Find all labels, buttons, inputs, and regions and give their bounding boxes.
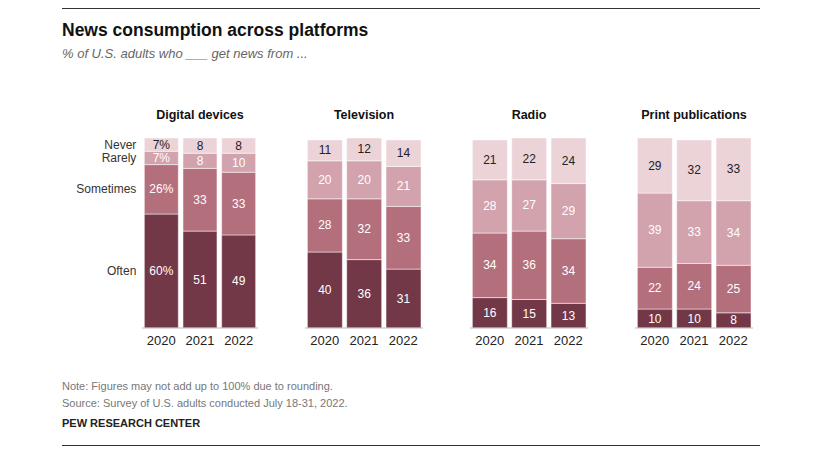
svg-text:36: 36 bbox=[358, 287, 372, 301]
svg-text:33: 33 bbox=[193, 193, 207, 207]
svg-text:7%: 7% bbox=[153, 151, 171, 165]
svg-text:34: 34 bbox=[562, 264, 576, 278]
svg-text:51: 51 bbox=[193, 273, 207, 287]
svg-text:21: 21 bbox=[397, 179, 411, 193]
html-text:News consumption across platfo: News consumption across platforms bbox=[62, 20, 369, 40]
svg-text:12: 12 bbox=[358, 142, 372, 156]
svg-text:20: 20 bbox=[358, 173, 372, 187]
html-text:PEW RESEARCH CENTER: PEW RESEARCH CENTER bbox=[62, 417, 201, 429]
svg-text:2021: 2021 bbox=[350, 333, 379, 348]
svg-text:2022: 2022 bbox=[554, 333, 583, 348]
svg-text:36: 36 bbox=[523, 258, 537, 272]
svg-text:8: 8 bbox=[197, 139, 204, 153]
svg-text:29: 29 bbox=[562, 204, 576, 218]
svg-text:13: 13 bbox=[562, 309, 576, 323]
svg-text:39: 39 bbox=[648, 223, 662, 237]
svg-text:2022: 2022 bbox=[719, 333, 748, 348]
svg-text:33: 33 bbox=[397, 231, 411, 245]
svg-text:32: 32 bbox=[358, 222, 372, 236]
svg-text:16: 16 bbox=[483, 306, 497, 320]
svg-text:24: 24 bbox=[562, 154, 576, 168]
svg-text:7%: 7% bbox=[153, 138, 171, 152]
svg-text:60%: 60% bbox=[149, 264, 173, 278]
html-text:Television: Television bbox=[333, 108, 395, 122]
html-text:Digital devices: Digital devices bbox=[156, 108, 244, 122]
svg-text:28: 28 bbox=[483, 199, 497, 213]
svg-text:8: 8 bbox=[235, 139, 242, 153]
svg-text:22: 22 bbox=[523, 152, 537, 166]
svg-text:8: 8 bbox=[197, 154, 204, 168]
svg-text:40: 40 bbox=[318, 283, 332, 297]
svg-text:32: 32 bbox=[688, 163, 702, 177]
svg-text:2022: 2022 bbox=[224, 333, 253, 348]
svg-text:10: 10 bbox=[688, 312, 702, 326]
svg-text:15: 15 bbox=[523, 307, 537, 321]
svg-text:2020: 2020 bbox=[147, 333, 176, 348]
svg-text:33: 33 bbox=[232, 197, 246, 211]
svg-text:Rarely: Rarely bbox=[102, 151, 137, 165]
html-text:Radio: Radio bbox=[511, 108, 547, 122]
svg-text:2021: 2021 bbox=[680, 333, 709, 348]
svg-text:27: 27 bbox=[523, 198, 537, 212]
svg-text:49: 49 bbox=[232, 274, 246, 288]
svg-text:2020: 2020 bbox=[640, 333, 669, 348]
svg-text:Often: Often bbox=[107, 264, 136, 278]
html-text:Source: Survey of U.S. adults: Source: Survey of U.S. adults conducted … bbox=[62, 397, 348, 409]
svg-text:10: 10 bbox=[648, 312, 662, 326]
svg-text:14: 14 bbox=[397, 146, 411, 160]
svg-text:25: 25 bbox=[727, 282, 741, 296]
svg-text:34: 34 bbox=[727, 226, 741, 240]
svg-text:Sometimes: Sometimes bbox=[76, 182, 136, 196]
svg-text:26%: 26% bbox=[149, 182, 173, 196]
svg-text:34: 34 bbox=[483, 258, 497, 272]
svg-text:33: 33 bbox=[688, 225, 702, 239]
html-text:% of U.S. adults who ___ get n: % of U.S. adults who ___ get news from .… bbox=[62, 46, 308, 61]
html-text:Note: Figures may not add up t: Note: Figures may not add up to 100% due… bbox=[62, 380, 333, 392]
svg-text:2020: 2020 bbox=[475, 333, 504, 348]
svg-text:33: 33 bbox=[727, 162, 741, 176]
svg-text:2021: 2021 bbox=[515, 333, 544, 348]
svg-text:20: 20 bbox=[318, 173, 332, 187]
svg-text:11: 11 bbox=[319, 143, 332, 157]
svg-text:2020: 2020 bbox=[310, 333, 339, 348]
svg-text:8: 8 bbox=[730, 313, 737, 327]
svg-text:24: 24 bbox=[688, 279, 702, 293]
svg-text:Never: Never bbox=[104, 138, 136, 152]
svg-text:2022: 2022 bbox=[389, 333, 418, 348]
svg-text:10: 10 bbox=[232, 156, 246, 170]
svg-text:31: 31 bbox=[397, 292, 411, 306]
svg-text:2021: 2021 bbox=[186, 333, 215, 348]
html-text:Print publications: Print publications bbox=[641, 108, 747, 122]
svg-text:28: 28 bbox=[318, 218, 332, 232]
svg-text:22: 22 bbox=[648, 281, 662, 295]
svg-text:29: 29 bbox=[648, 159, 662, 173]
svg-text:21: 21 bbox=[483, 153, 497, 167]
